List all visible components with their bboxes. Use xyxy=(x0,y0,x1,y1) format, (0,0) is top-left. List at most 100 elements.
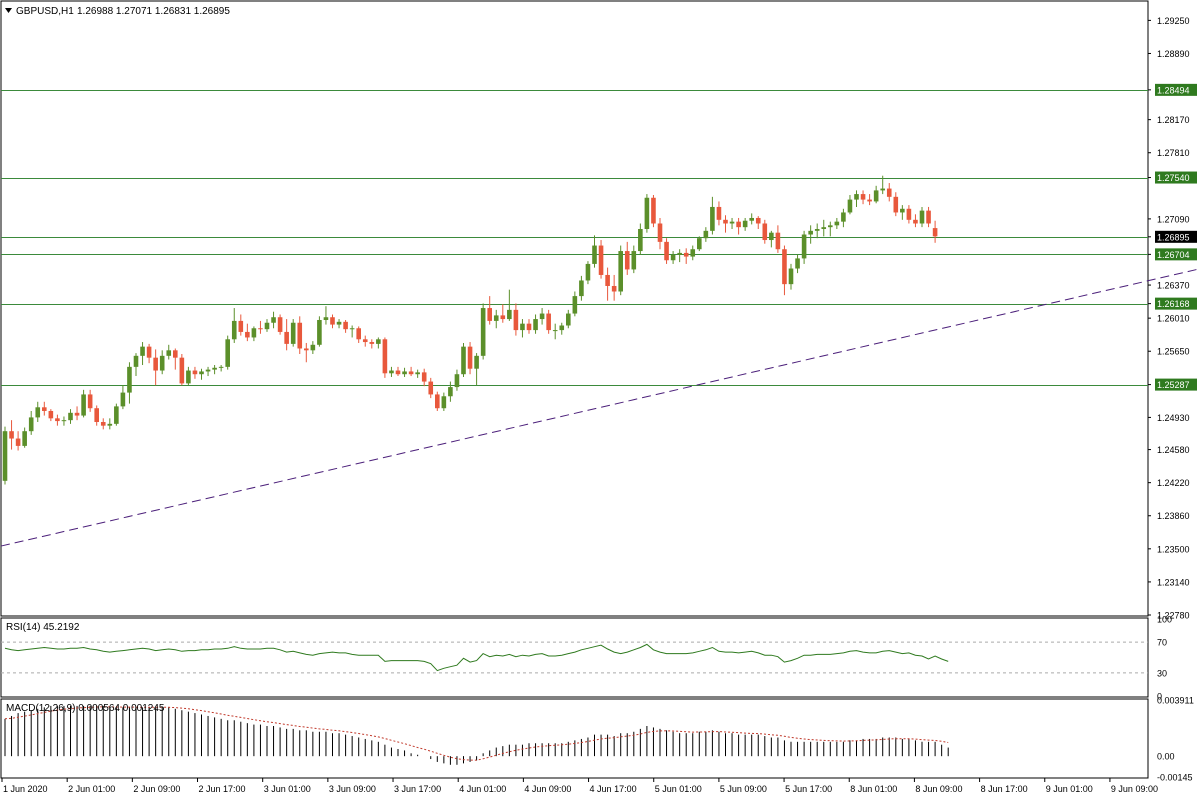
candle xyxy=(225,335,230,370)
candle xyxy=(146,343,152,364)
level-price-tag xyxy=(1155,83,1197,96)
candle-body xyxy=(107,423,113,426)
candle-body xyxy=(474,355,479,369)
candle xyxy=(343,319,348,333)
candle-body xyxy=(127,366,132,393)
candle xyxy=(697,236,702,252)
candle-body xyxy=(559,325,565,331)
candle-body xyxy=(317,319,322,345)
candle xyxy=(742,217,748,231)
candle-body xyxy=(723,219,728,224)
chevron-down-icon[interactable] xyxy=(5,8,12,13)
candle xyxy=(670,251,676,264)
candle-body xyxy=(828,225,833,228)
candle-body xyxy=(873,190,879,202)
candle xyxy=(624,241,630,275)
price-tick-label: 1.27090 xyxy=(1157,214,1190,224)
candle xyxy=(336,319,342,329)
candle-body xyxy=(585,263,591,281)
candle xyxy=(22,427,27,448)
candle-body xyxy=(166,350,172,356)
candle xyxy=(683,248,689,264)
candle-body xyxy=(533,319,538,331)
price-tick-label: 1.23500 xyxy=(1157,544,1190,554)
candle xyxy=(493,309,499,329)
candle-body xyxy=(546,313,551,331)
time-tick-label: 5 Jun 09:00 xyxy=(720,784,767,794)
candle xyxy=(651,194,656,228)
time-tick-label: 4 Jun 01:00 xyxy=(459,784,506,794)
time-tick-label: 4 Jun 17:00 xyxy=(590,784,637,794)
candle-body xyxy=(729,221,735,224)
macd-tick-label: 0.003911 xyxy=(1157,696,1194,706)
macd-panel-frame xyxy=(0,698,1149,779)
candle xyxy=(435,391,440,411)
candle xyxy=(153,349,158,386)
time-tick-label: 8 Jun 01:00 xyxy=(850,784,897,794)
candle-body xyxy=(179,357,185,384)
candle xyxy=(539,308,545,325)
rsi-tick-label: 100 xyxy=(1157,615,1172,625)
candle xyxy=(769,230,774,248)
candle xyxy=(533,314,538,334)
candle-body xyxy=(480,308,486,356)
candle xyxy=(775,225,781,253)
candle xyxy=(913,214,918,228)
time-tick-label: 3 Jun 17:00 xyxy=(394,784,441,794)
candle-body xyxy=(926,210,931,224)
candle-body xyxy=(146,346,152,358)
candle xyxy=(736,217,741,235)
candle-body xyxy=(566,313,571,326)
price-tick-label: 1.27810 xyxy=(1157,148,1190,158)
candle xyxy=(107,418,113,430)
price-tick-label: 1.25650 xyxy=(1157,347,1190,357)
candle xyxy=(218,365,224,372)
time-tick-label: 3 Jun 09:00 xyxy=(329,784,376,794)
price-tick-label: 1.26704 xyxy=(1157,250,1190,260)
candle-body xyxy=(808,230,813,235)
candle-body xyxy=(349,328,355,330)
candle xyxy=(179,353,185,386)
candle xyxy=(205,366,211,377)
candle-body xyxy=(736,221,741,228)
candle-body xyxy=(9,431,14,439)
candle xyxy=(808,225,813,244)
time-axis: 1 Jun 2020 2 Jun 01:00 2 Jun 09:00 2 Jun 17… xyxy=(1,778,1158,794)
candle xyxy=(173,348,178,370)
level-price-tag xyxy=(1155,378,1197,391)
candle xyxy=(415,369,420,378)
candle xyxy=(579,275,584,301)
candle-body xyxy=(841,212,846,222)
candle xyxy=(592,235,597,268)
price-tick-label: 1.26010 xyxy=(1157,314,1190,324)
candle-body xyxy=(159,355,165,371)
rsi-panel-frame xyxy=(0,617,1149,698)
time-tick-label: 8 Jun 17:00 xyxy=(981,784,1028,794)
trendline[interactable] xyxy=(0,252,1200,547)
price-tick-label: 1.23140 xyxy=(1157,577,1190,587)
rsi-tick-label: 30 xyxy=(1157,668,1167,678)
candle xyxy=(749,213,754,225)
candle xyxy=(264,319,270,332)
candle-body xyxy=(572,296,578,314)
time-tick-label: 1 Jun 2020 xyxy=(3,784,48,794)
candle-body xyxy=(258,328,263,330)
price-tick-label: 1.29250 xyxy=(1157,16,1190,26)
rsi-label: RSI(14) 45.2192 xyxy=(6,622,80,633)
candle xyxy=(618,245,623,296)
candle xyxy=(310,341,316,354)
candle xyxy=(212,365,217,375)
candle-body xyxy=(55,418,60,422)
candle xyxy=(500,304,506,323)
macd-indicator: 0.003911 0.00 -0.00145 xyxy=(4,696,1194,783)
candle-body xyxy=(919,210,925,224)
candle xyxy=(317,316,322,347)
ohlc-readout: 1.26988 1.27071 1.26831 1.26895 xyxy=(77,6,230,17)
candle xyxy=(664,238,669,264)
price-tick-label: 1.26895 xyxy=(1157,232,1190,242)
candle xyxy=(755,216,761,230)
candle-body xyxy=(677,252,682,255)
candle xyxy=(677,249,682,263)
candle-body xyxy=(507,309,512,320)
